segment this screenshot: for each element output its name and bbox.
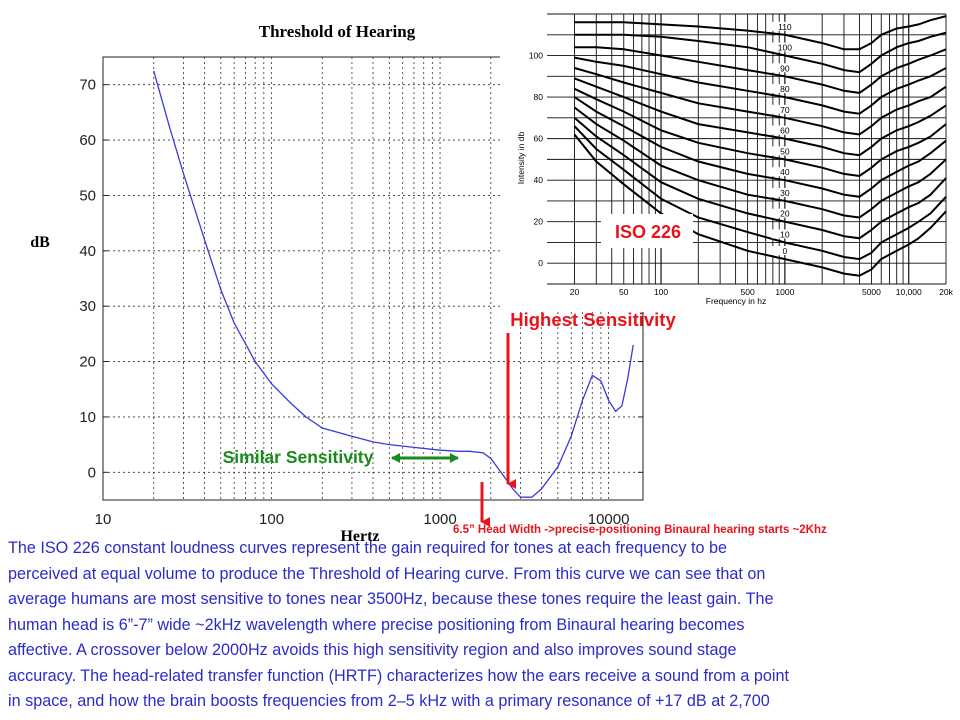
iso-curve-label: 40 xyxy=(780,167,790,177)
y-axis-label: dB xyxy=(30,234,50,251)
iso-curve-label: 60 xyxy=(780,126,790,136)
x-tick-label: 10000 xyxy=(588,511,630,528)
iso-curve-30 xyxy=(573,106,947,219)
iso-label-bg xyxy=(771,208,798,218)
y-tick-label: 30 xyxy=(79,298,96,315)
caption-line: in space, and how the brain boosts frequ… xyxy=(8,692,770,710)
iso-y-tick-label: 100 xyxy=(529,51,543,61)
iso-curve-90 xyxy=(574,46,947,94)
iso-curve-50 xyxy=(574,87,947,178)
iso-y-tick-label: 20 xyxy=(534,217,544,227)
x-tick-label: 100 xyxy=(259,511,284,528)
iso-label-bg xyxy=(771,125,798,135)
chart-title: Threshold of Hearing xyxy=(259,22,416,41)
caption-line: human head is 6”-7” wide ~2kHz wavelengt… xyxy=(8,615,745,634)
iso-y-tick-label: 0 xyxy=(538,258,543,268)
iso-curve-40 xyxy=(573,96,947,198)
iso-background xyxy=(500,12,960,312)
iso-curve-label: 80 xyxy=(780,84,790,94)
similar-sensitivity-label: Similar Sensitivity xyxy=(223,447,374,467)
y-tick-label: 70 xyxy=(79,77,96,94)
iso-label-bg xyxy=(771,42,798,52)
iso-label-bg xyxy=(771,167,798,177)
iso-curve-label: 0 xyxy=(783,246,788,256)
iso-curve-label: 30 xyxy=(780,188,790,198)
iso-label-bg xyxy=(771,187,798,197)
y-tick-labels: 0 10 20 30 40 50 60 70 xyxy=(79,77,96,482)
iso-x-axis-label: Frequency in hz xyxy=(706,296,766,306)
iso-y-tick-label: 80 xyxy=(534,92,544,102)
caption: The ISO 226 constant loudness curves rep… xyxy=(8,536,952,715)
x-axis-label: Hertz xyxy=(340,528,379,545)
iso-label-bg xyxy=(771,229,798,239)
iso-label-bg xyxy=(771,146,798,156)
iso-curve-label: 50 xyxy=(780,146,790,156)
iso-y-tick-label: 40 xyxy=(534,175,544,185)
caption-line: perceived at equal volume to produce the… xyxy=(8,564,766,583)
iso-curve-label: 90 xyxy=(780,63,790,73)
caption-line: affective. A crossover below 2000Hz avoi… xyxy=(8,641,737,659)
iso-label-bg xyxy=(771,63,798,73)
y-tick-label: 40 xyxy=(79,243,96,260)
y-tick-label: 0 xyxy=(88,464,96,481)
x-tick-label: 10 xyxy=(95,511,112,528)
highest-sensitivity-label: Highest Sensitivity xyxy=(510,309,676,330)
iso-curve-20 xyxy=(573,117,947,240)
iso-curve-label: 70 xyxy=(780,105,790,115)
iso-x-tick-label: 500 xyxy=(741,287,755,297)
iso-x-tick-label: 20 xyxy=(570,287,580,297)
iso-x-tick-label: 100 xyxy=(654,287,668,297)
iso-x-tick-label: 5000 xyxy=(862,287,881,297)
iso-x-tick-label: 50 xyxy=(619,287,629,297)
iso-curve-label: 20 xyxy=(780,209,790,219)
caption-line: average humans are most sensitive to ton… xyxy=(8,590,774,608)
y-tick-label: 20 xyxy=(79,354,96,371)
iso-label-bg xyxy=(771,246,798,256)
iso-curve-60 xyxy=(574,77,947,157)
iso-curve-70 xyxy=(574,67,947,136)
caption-line: The ISO 226 constant loudness curves rep… xyxy=(8,539,727,557)
x-tick-labels: 10 100 1000 10000 xyxy=(95,511,630,528)
y-tick-label: 10 xyxy=(79,409,96,426)
iso-226-label: ISO 226 xyxy=(615,222,681,242)
iso-label-bg xyxy=(771,21,798,31)
iso-x-tick-label: 10,000 xyxy=(896,287,922,297)
iso-y-tick-label: 60 xyxy=(534,134,544,144)
iso-x-tick-label: 20k xyxy=(939,287,953,297)
threshold-curve xyxy=(153,70,634,498)
iso-curve-110 xyxy=(574,15,947,51)
iso-curve-80 xyxy=(574,56,947,115)
iso-curve-100 xyxy=(574,31,947,74)
iso-curves xyxy=(573,15,947,277)
iso-x-tick-labels: 20 50 100 500 1000 5000 10,000 20k xyxy=(570,287,954,297)
y-tick-label: 50 xyxy=(79,187,96,204)
iso-curve-label: 10 xyxy=(780,229,790,239)
iso-curve-0 xyxy=(573,133,947,277)
iso-label-bg xyxy=(771,84,798,94)
iso-y-axis-label: Intensity in db xyxy=(516,132,526,185)
head-width-label: 6.5” Head Width ->precise-positioning Bi… xyxy=(453,524,827,536)
iso-curve-label: 110 xyxy=(778,22,792,32)
iso-curve-10 xyxy=(573,125,947,261)
iso-curve-label: 100 xyxy=(778,43,792,53)
caption-line: accuracy. The head-related transfer func… xyxy=(8,666,789,685)
x-tick-label: 1000 xyxy=(423,511,456,528)
iso-label-box xyxy=(601,214,693,248)
iso-x-tick-label: 1000 xyxy=(775,287,794,297)
iso-y-tick-labels: 0 20 40 60 80 100 xyxy=(529,51,543,269)
annotations: Highest Sensitivity Similar Sensitivity … xyxy=(223,309,827,536)
iso-label-bg xyxy=(771,104,798,114)
y-tick-label: 60 xyxy=(79,132,96,149)
